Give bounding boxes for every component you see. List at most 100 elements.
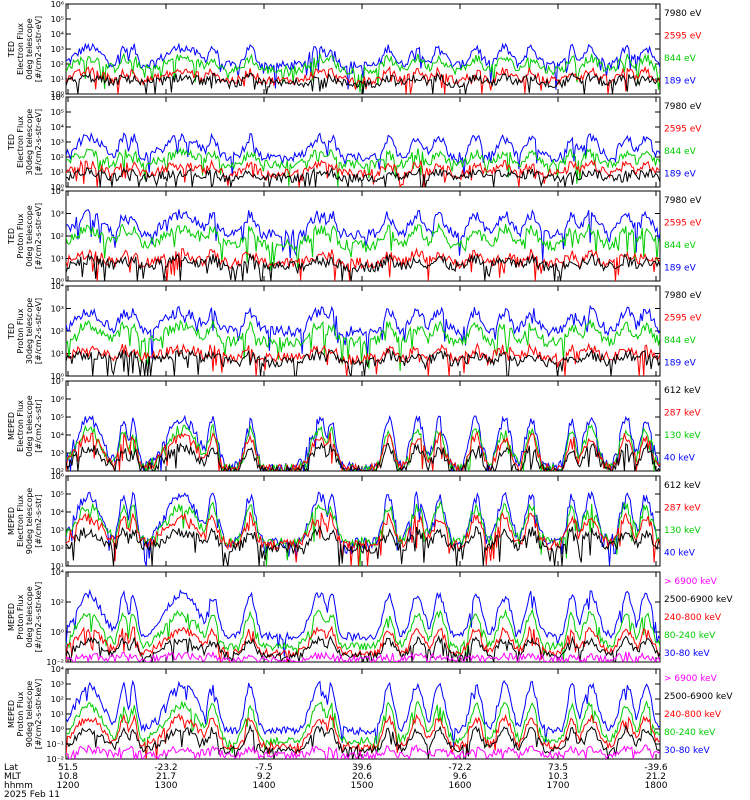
footer-hhmm: 1200 [57,781,80,791]
date-label: 2025 Feb 11 [4,790,60,800]
legend-label: 612 keV [664,481,701,491]
y-tick-label: 10⁶ [51,395,64,404]
y-tick-label: 10⁶ [51,0,64,9]
y-axis-label-line: 0deg telescope [25,18,34,79]
y-tick-label: 10⁴ [51,30,64,39]
plot-area [66,679,660,759]
y-axis-label-line: MEPED [7,700,16,728]
y-axis-label-line: [#/cm2-s-str-eV] [34,203,43,269]
series-line-4 [66,414,660,471]
y-tick-label: 10⁰ [51,183,64,192]
series-line-2 [66,511,660,566]
legend-label: 844 eV [664,241,697,251]
y-axis-label-line: Electron Flux [16,116,25,168]
legend-label: 2595 eV [664,219,702,229]
y-tick-label: 10⁴ [51,123,64,132]
y-tick-label: 10⁰ [51,725,64,734]
series-line-2 [66,159,660,187]
plot-area [66,304,660,376]
panel-4: 10⁰ 10¹ 10² 10³ 10⁴ TED Proton Flux 30deg teles… [7,282,702,381]
series-line-4 [66,42,660,90]
y-tick-label: 10⁵ [51,413,64,422]
footer-hhmm: 1700 [547,781,570,791]
series-line-1 [66,441,660,471]
y-tick-label: 10¹ [51,168,64,177]
y-tick-label: 10³ [51,680,64,689]
legend-label: 2595 eV [664,125,702,135]
y-tick-label: 10⁵ [51,490,64,499]
y-axis-label-line: MEPED [7,412,16,440]
y-tick-label: 10² [51,544,64,553]
footer-hhmm: 1400 [253,781,276,791]
y-tick-label: 10² [51,232,64,241]
y-tick-label: 10³ [51,526,64,535]
plot-area [66,490,660,566]
y-axis-label-line: TED [7,228,16,245]
series-line-1 [66,347,660,376]
footer-lat: -7.5 [255,763,273,773]
plot-area [66,132,660,187]
panel-frame [65,3,661,95]
y-tick-label: 10¹ [51,255,64,264]
legend-label: 40 keV [664,454,696,464]
legend-label: 7980 eV [664,196,702,206]
y-tick-label: 10² [51,598,64,607]
footer-lat: -72.2 [448,763,471,773]
footer-mlt: 21.2 [646,772,666,782]
footer-row-label: Lat [4,763,19,773]
y-axis-label-line: 90deg telescope [25,488,34,555]
series-line-1 [66,72,660,94]
series-line-3 [66,500,660,566]
legend-label: 189 eV [664,77,697,87]
series-line-4 [66,700,660,759]
panel-5: 10² 10³ 10⁴ 10⁵ 10⁶ 10⁷ MEPED Electron Flux 0deg… [7,377,701,476]
legend-label: 844 eV [664,147,697,157]
legend-label: 30-80 keV [664,746,710,756]
panel-8: 10⁻² 10⁻¹ 10⁰ 10¹ 10² 10³ 10⁴ MEPED Proton Flux 9… [7,665,733,764]
y-tick-label: 10⁵ [51,15,64,24]
legend-label: 189 eV [664,264,697,274]
y-tick-label: 10³ [51,45,64,54]
panel-3: 10⁰ 10¹ 10² 10³ 10⁴ TED Proton Flux 0deg telesc… [7,187,702,286]
legend-label: > 6900 keV [664,674,718,684]
legend-label: 844 eV [664,336,697,346]
y-tick-label: 10⁶ [51,93,64,102]
y-axis-label-line: [#/cm2-s-str-eV] [34,109,43,175]
series-line-4 [66,490,660,566]
series-line-1 [66,525,660,566]
y-tick-label: 10⁷ [51,377,64,386]
legend-label: 844 eV [664,54,697,64]
footer-hhmm: 1500 [351,781,374,791]
series-line-1 [66,166,660,187]
legend-label: > 6900 keV [664,577,718,587]
y-tick-label: 10⁰ [51,628,64,637]
series-line-2 [66,430,660,471]
y-axis-label-line: TED [7,323,16,340]
legend-label: 40 keV [664,549,696,559]
y-tick-label: 10¹ [51,350,64,359]
y-tick-label: 10¹ [51,562,64,571]
footer-row-label: hhmm [4,781,33,791]
footer-lat: 39.6 [352,763,372,773]
legend-label: 7980 eV [664,9,702,19]
footer-mlt: 9.6 [453,772,468,782]
y-tick-label: 10⁴ [51,187,64,196]
plot-area [66,414,660,471]
y-tick-label: 10⁴ [51,508,64,517]
y-axis-label-line: [#/cm2-s-str] [34,494,43,547]
footer-axis: LatMLThhmm51.510.81200-23.221.71300-7.59… [4,763,668,800]
legend-label: 80-240 keV [664,728,716,738]
legend-label: 7980 eV [664,291,702,301]
y-tick-label: 10⁰ [51,90,64,99]
legend-label: 240-800 keV [664,710,722,720]
footer-row-label: MLT [4,772,22,782]
footer-mlt: 9.2 [257,772,271,782]
y-axis-label-line: TED [7,41,16,58]
y-tick-label: 10² [51,153,64,162]
series-line-4 [66,608,660,662]
y-axis-label-line: [#/cm2-s-str] [34,399,43,452]
series-line-2 [66,723,660,759]
y-tick-label: 10⁶ [51,472,64,481]
y-axis-label-line: [#/cm2-s-str-keV] [34,679,43,750]
legend-label: 80-240 keV [664,631,716,641]
